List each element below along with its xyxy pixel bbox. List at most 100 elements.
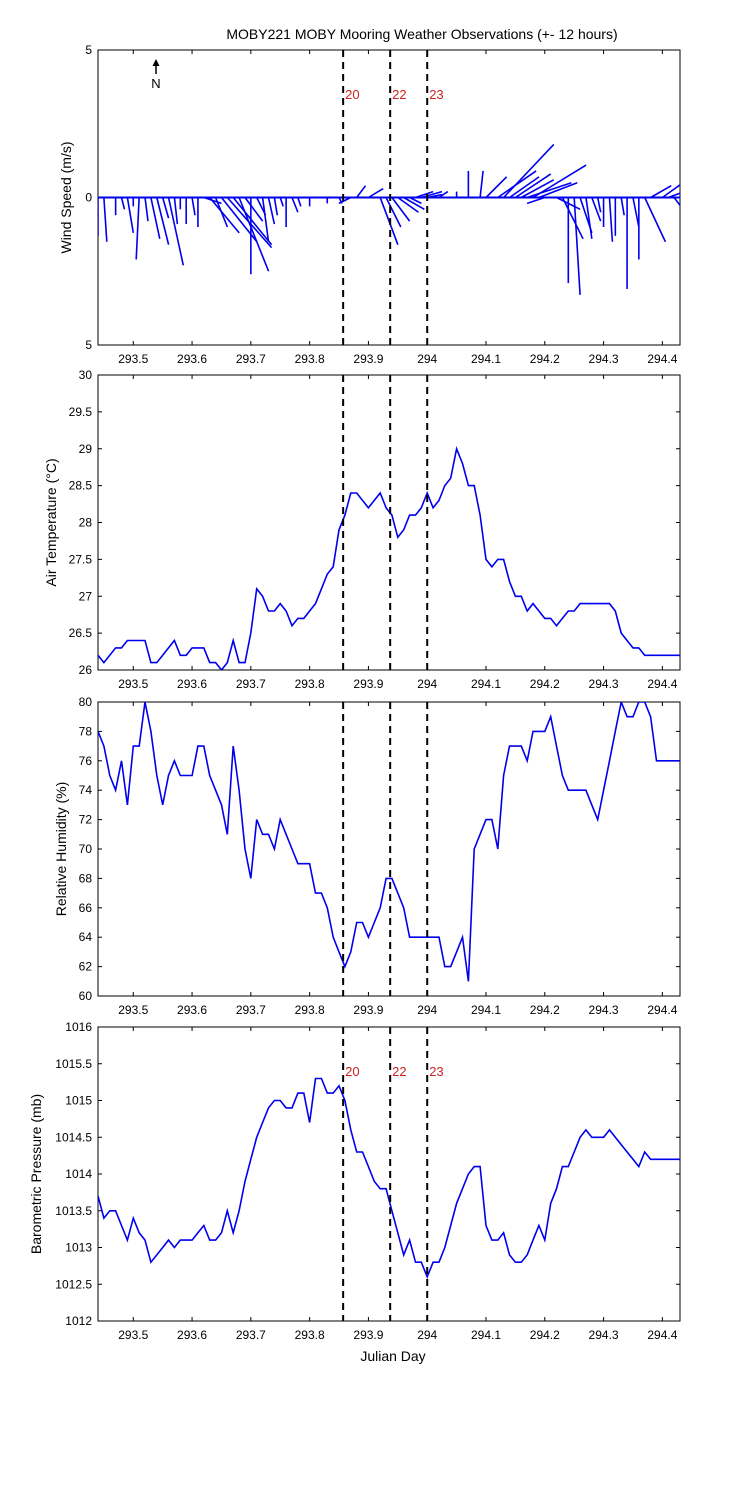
wind-vector bbox=[144, 197, 149, 222]
wind-vector bbox=[214, 197, 229, 228]
y-tick-label: 26.5 bbox=[69, 626, 93, 640]
wind-vector bbox=[585, 197, 593, 239]
x-tick-label: 293.5 bbox=[118, 677, 148, 691]
figure-title: MOBY221 MOBY Mooring Weather Observation… bbox=[226, 26, 617, 42]
x-tick-label: 293.8 bbox=[295, 352, 325, 366]
x-tick-label: 293.7 bbox=[236, 677, 266, 691]
plot-frame bbox=[97, 1026, 681, 1322]
x-tick-label: 294.2 bbox=[530, 677, 560, 691]
wind-vector bbox=[161, 197, 170, 219]
x-tick-label: 294.4 bbox=[647, 677, 677, 691]
wind-vector bbox=[238, 197, 270, 272]
wind-vector bbox=[479, 170, 484, 198]
wind-vector bbox=[673, 197, 680, 207]
wind-vector bbox=[126, 197, 135, 234]
wind-vector bbox=[261, 197, 270, 242]
wind-vector bbox=[385, 197, 402, 228]
x-tick-label: 294.1 bbox=[471, 1328, 501, 1342]
wind-vector bbox=[409, 196, 422, 205]
wind-vector bbox=[514, 173, 552, 199]
event-label: 23 bbox=[429, 87, 443, 102]
y-tick-label: 60 bbox=[79, 989, 93, 1003]
x-tick-label: 293.7 bbox=[236, 1328, 266, 1342]
wind-vector bbox=[291, 197, 299, 213]
y-axis-label: Wind Speed (m/s) bbox=[58, 141, 74, 253]
wind-vector bbox=[135, 197, 140, 260]
wind-vector bbox=[438, 190, 449, 199]
x-tick-label: 294.4 bbox=[647, 1003, 677, 1017]
panel-barometric_pressure: 1012 1012.5 1013 1013.5 1014 1014.5 1015 1015.5… bbox=[28, 1020, 681, 1342]
north-arrow: N bbox=[151, 59, 161, 91]
x-tick-label: 293.7 bbox=[236, 352, 266, 366]
x-tick-label: 293.5 bbox=[118, 1003, 148, 1017]
y-tick-label: 76 bbox=[79, 754, 93, 768]
y-tick-label: 68 bbox=[79, 871, 93, 885]
y-tick-label: 80 bbox=[79, 695, 93, 709]
y-tick-label: 5 bbox=[85, 338, 92, 352]
x-tick-label: 294.3 bbox=[589, 1003, 619, 1017]
y-tick-label: 29 bbox=[79, 442, 93, 456]
wind-vectors bbox=[98, 143, 680, 295]
wind-vector bbox=[509, 176, 540, 199]
y-tick-label: 1014 bbox=[65, 1167, 92, 1181]
series-line-air_temperature bbox=[98, 446, 680, 670]
wind-vector bbox=[356, 185, 367, 198]
wind-vector bbox=[520, 179, 555, 199]
x-tick-label: 293.5 bbox=[118, 1328, 148, 1342]
x-tick-label: 294.2 bbox=[530, 352, 560, 366]
y-tick-label: 62 bbox=[79, 960, 93, 974]
y-tick-label: 30 bbox=[79, 368, 93, 382]
y-tick-label: 1013.5 bbox=[55, 1204, 92, 1218]
x-tick-label: 294 bbox=[417, 1003, 437, 1017]
panel-wind: 5 0 5 293.5 293.6 293.7 293.8 293.9 294 294.1 294.… bbox=[58, 43, 681, 366]
wind-vector bbox=[209, 196, 240, 234]
y-tick-label: 72 bbox=[79, 813, 93, 827]
y-tick-label: 70 bbox=[79, 842, 93, 856]
y-tick-label: 74 bbox=[79, 783, 93, 797]
plot-frame bbox=[97, 701, 681, 997]
x-tick-label: 293.7 bbox=[236, 1003, 266, 1017]
x-tick-label: 293.6 bbox=[177, 352, 207, 366]
y-tick-label: 1016 bbox=[65, 1020, 92, 1034]
y-axis-label: Air Temperature (°C) bbox=[43, 458, 59, 586]
wind-vector bbox=[297, 197, 302, 207]
wind-vector bbox=[526, 196, 546, 205]
plot-frame bbox=[97, 374, 681, 671]
x-tick-label: 294.2 bbox=[530, 1328, 560, 1342]
panels: 5 0 5 293.5 293.6 293.7 293.8 293.9 294 294.1 294.… bbox=[28, 43, 681, 1342]
wind-vector bbox=[561, 197, 584, 240]
wind-vector bbox=[608, 197, 614, 242]
x-tick-label: 293.9 bbox=[353, 677, 383, 691]
wind-vector bbox=[397, 196, 419, 213]
wind-vector bbox=[232, 196, 273, 246]
y-tick-label: 1012.5 bbox=[55, 1277, 92, 1291]
wind-vector bbox=[191, 197, 196, 216]
x-tick-label: 294.1 bbox=[471, 352, 501, 366]
x-tick-label: 294.3 bbox=[589, 1328, 619, 1342]
wind-vector bbox=[267, 197, 276, 225]
wind-vector bbox=[403, 196, 425, 210]
wind-vector bbox=[667, 192, 680, 199]
x-tick-label: 294 bbox=[417, 1328, 437, 1342]
wind-vector bbox=[415, 190, 434, 199]
x-tick-label: 294.4 bbox=[647, 352, 677, 366]
panel-air_temperature: 26 26.5 27 27.5 28 28.5 29 29.5 30 293.5 293.6 293.… bbox=[43, 368, 681, 691]
wind-vector bbox=[150, 197, 161, 239]
x-tick-label: 293.5 bbox=[118, 352, 148, 366]
wind-vector bbox=[661, 183, 680, 199]
x-axis-label: Julian Day bbox=[360, 1348, 425, 1364]
wind-vector bbox=[156, 197, 170, 245]
y-tick-label: 5 bbox=[85, 43, 92, 57]
y-tick-label: 66 bbox=[79, 901, 93, 915]
y-tick-label: 78 bbox=[79, 724, 93, 738]
wind-vector bbox=[650, 185, 672, 199]
event-label: 20 bbox=[345, 87, 359, 102]
wind-vector bbox=[679, 197, 680, 200]
series-line-relative_humidity bbox=[98, 702, 680, 982]
panel-relative_humidity: 60 62 64 66 68 70 72 74 76 78 80 293.5 293.6 293.7 293… bbox=[53, 695, 681, 1017]
x-tick-label: 294.3 bbox=[589, 352, 619, 366]
north-arrow-head bbox=[152, 59, 160, 66]
wind-vector bbox=[538, 182, 578, 199]
x-tick-label: 293.9 bbox=[353, 1003, 383, 1017]
y-tick-label: 28.5 bbox=[69, 479, 93, 493]
